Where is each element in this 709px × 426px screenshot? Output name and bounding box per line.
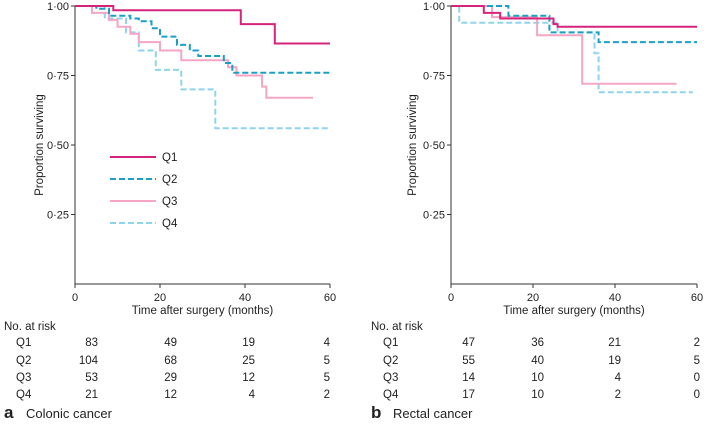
risk-value: 10 — [531, 372, 544, 384]
risk-value: 47 — [462, 337, 475, 349]
series-line-q1 — [451, 5, 697, 28]
risk-value: 12 — [164, 389, 177, 401]
y-tick-label: 0·75 — [47, 71, 69, 83]
panel-letter: a — [4, 403, 14, 422]
x-tick-label: 20 — [154, 292, 166, 304]
risk-row-label: Q3 — [16, 372, 31, 384]
panel-title: Colonic cancer — [26, 406, 113, 421]
y-tick-label: 1·00 — [47, 1, 69, 13]
risk-table-header: No. at risk — [371, 321, 423, 333]
panel-a: 0·25 0·50 0·75 1·00 0 20 40 60 Time after surger… — [4, 1, 336, 422]
x-tick-label: 0 — [448, 292, 454, 304]
x-tick-label: 0 — [72, 292, 78, 304]
risk-value: 25 — [242, 355, 255, 367]
risk-value: 4 — [324, 337, 331, 349]
risk-row-label: Q2 — [16, 355, 31, 367]
risk-value: 5 — [324, 355, 330, 367]
y-tick-label: 0·25 — [47, 210, 69, 222]
y-axis-label: Proportion surviving — [34, 94, 46, 196]
legend-label-q1: Q1 — [162, 152, 177, 164]
risk-value: 14 — [462, 372, 475, 384]
risk-value: 104 — [79, 355, 99, 367]
risk-value: 12 — [242, 372, 255, 384]
risk-value: 55 — [462, 355, 475, 367]
risk-row-label: Q1 — [16, 337, 31, 349]
risk-row-label: Q4 — [16, 389, 32, 401]
series-line-q2 — [75, 5, 330, 74]
y-axis-label: Proportion surviving — [407, 94, 419, 196]
risk-value: 2 — [694, 337, 700, 349]
y-tick-label: 0·50 — [423, 140, 445, 152]
x-axis-label: Time after surgery (months) — [132, 305, 274, 317]
risk-value: 53 — [85, 372, 98, 384]
legend: Q1 Q2 Q3 Q4 — [110, 152, 178, 230]
x-tick-label: 60 — [691, 292, 703, 304]
risk-row-label: Q4 — [383, 389, 399, 401]
risk-value: 83 — [85, 337, 98, 349]
series-line-q3 — [451, 5, 677, 85]
risk-value: 21 — [85, 389, 98, 401]
risk-value: 19 — [242, 337, 255, 349]
series-line-q4 — [451, 5, 693, 94]
legend-label-q3: Q3 — [162, 196, 177, 208]
risk-value: 21 — [608, 337, 621, 349]
risk-value: 0 — [694, 389, 700, 401]
y-tick-label: 0·75 — [423, 71, 445, 83]
risk-value: 36 — [531, 337, 544, 349]
risk-row-label: Q2 — [383, 355, 398, 367]
risk-value: 29 — [164, 372, 177, 384]
risk-table-header: No. at risk — [4, 321, 56, 333]
series-line-q3 — [75, 5, 313, 99]
risk-value: 4 — [249, 389, 256, 401]
risk-value: 68 — [164, 355, 177, 367]
x-tick-label: 40 — [609, 292, 621, 304]
x-tick-label: 60 — [324, 292, 336, 304]
series-line-q1 — [75, 5, 330, 45]
risk-value: 49 — [164, 337, 177, 349]
risk-value: 40 — [531, 355, 544, 367]
legend-label-q2: Q2 — [162, 174, 177, 186]
y-tick-label: 0·25 — [423, 210, 445, 222]
risk-value: 0 — [694, 372, 700, 384]
risk-value: 10 — [531, 389, 544, 401]
risk-value: 17 — [462, 389, 475, 401]
x-axis-label: Time after surgery (months) — [503, 305, 645, 317]
risk-value: 2 — [615, 389, 621, 401]
panel-letter: b — [371, 403, 381, 422]
risk-value: 19 — [608, 355, 621, 367]
series-line-q4 — [75, 5, 330, 130]
legend-label-q4: Q4 — [162, 218, 178, 230]
risk-row-label: Q3 — [383, 372, 398, 384]
risk-value: 2 — [324, 389, 330, 401]
y-tick-label: 1·00 — [423, 1, 445, 13]
risk-table: No. at risk Q1 83 49 19 4 Q2 104 68 25 5 Q3 53 29 12 5 Q… — [4, 321, 331, 401]
series-line-q2 — [451, 5, 697, 44]
y-tick-label: 0·50 — [47, 140, 69, 152]
x-tick-label: 40 — [239, 292, 251, 304]
risk-value: 5 — [324, 372, 330, 384]
risk-row-label: Q1 — [383, 337, 398, 349]
panel-title: Rectal cancer — [393, 406, 473, 421]
risk-value: 4 — [615, 372, 622, 384]
x-tick-label: 20 — [527, 292, 539, 304]
risk-value: 5 — [694, 355, 700, 367]
